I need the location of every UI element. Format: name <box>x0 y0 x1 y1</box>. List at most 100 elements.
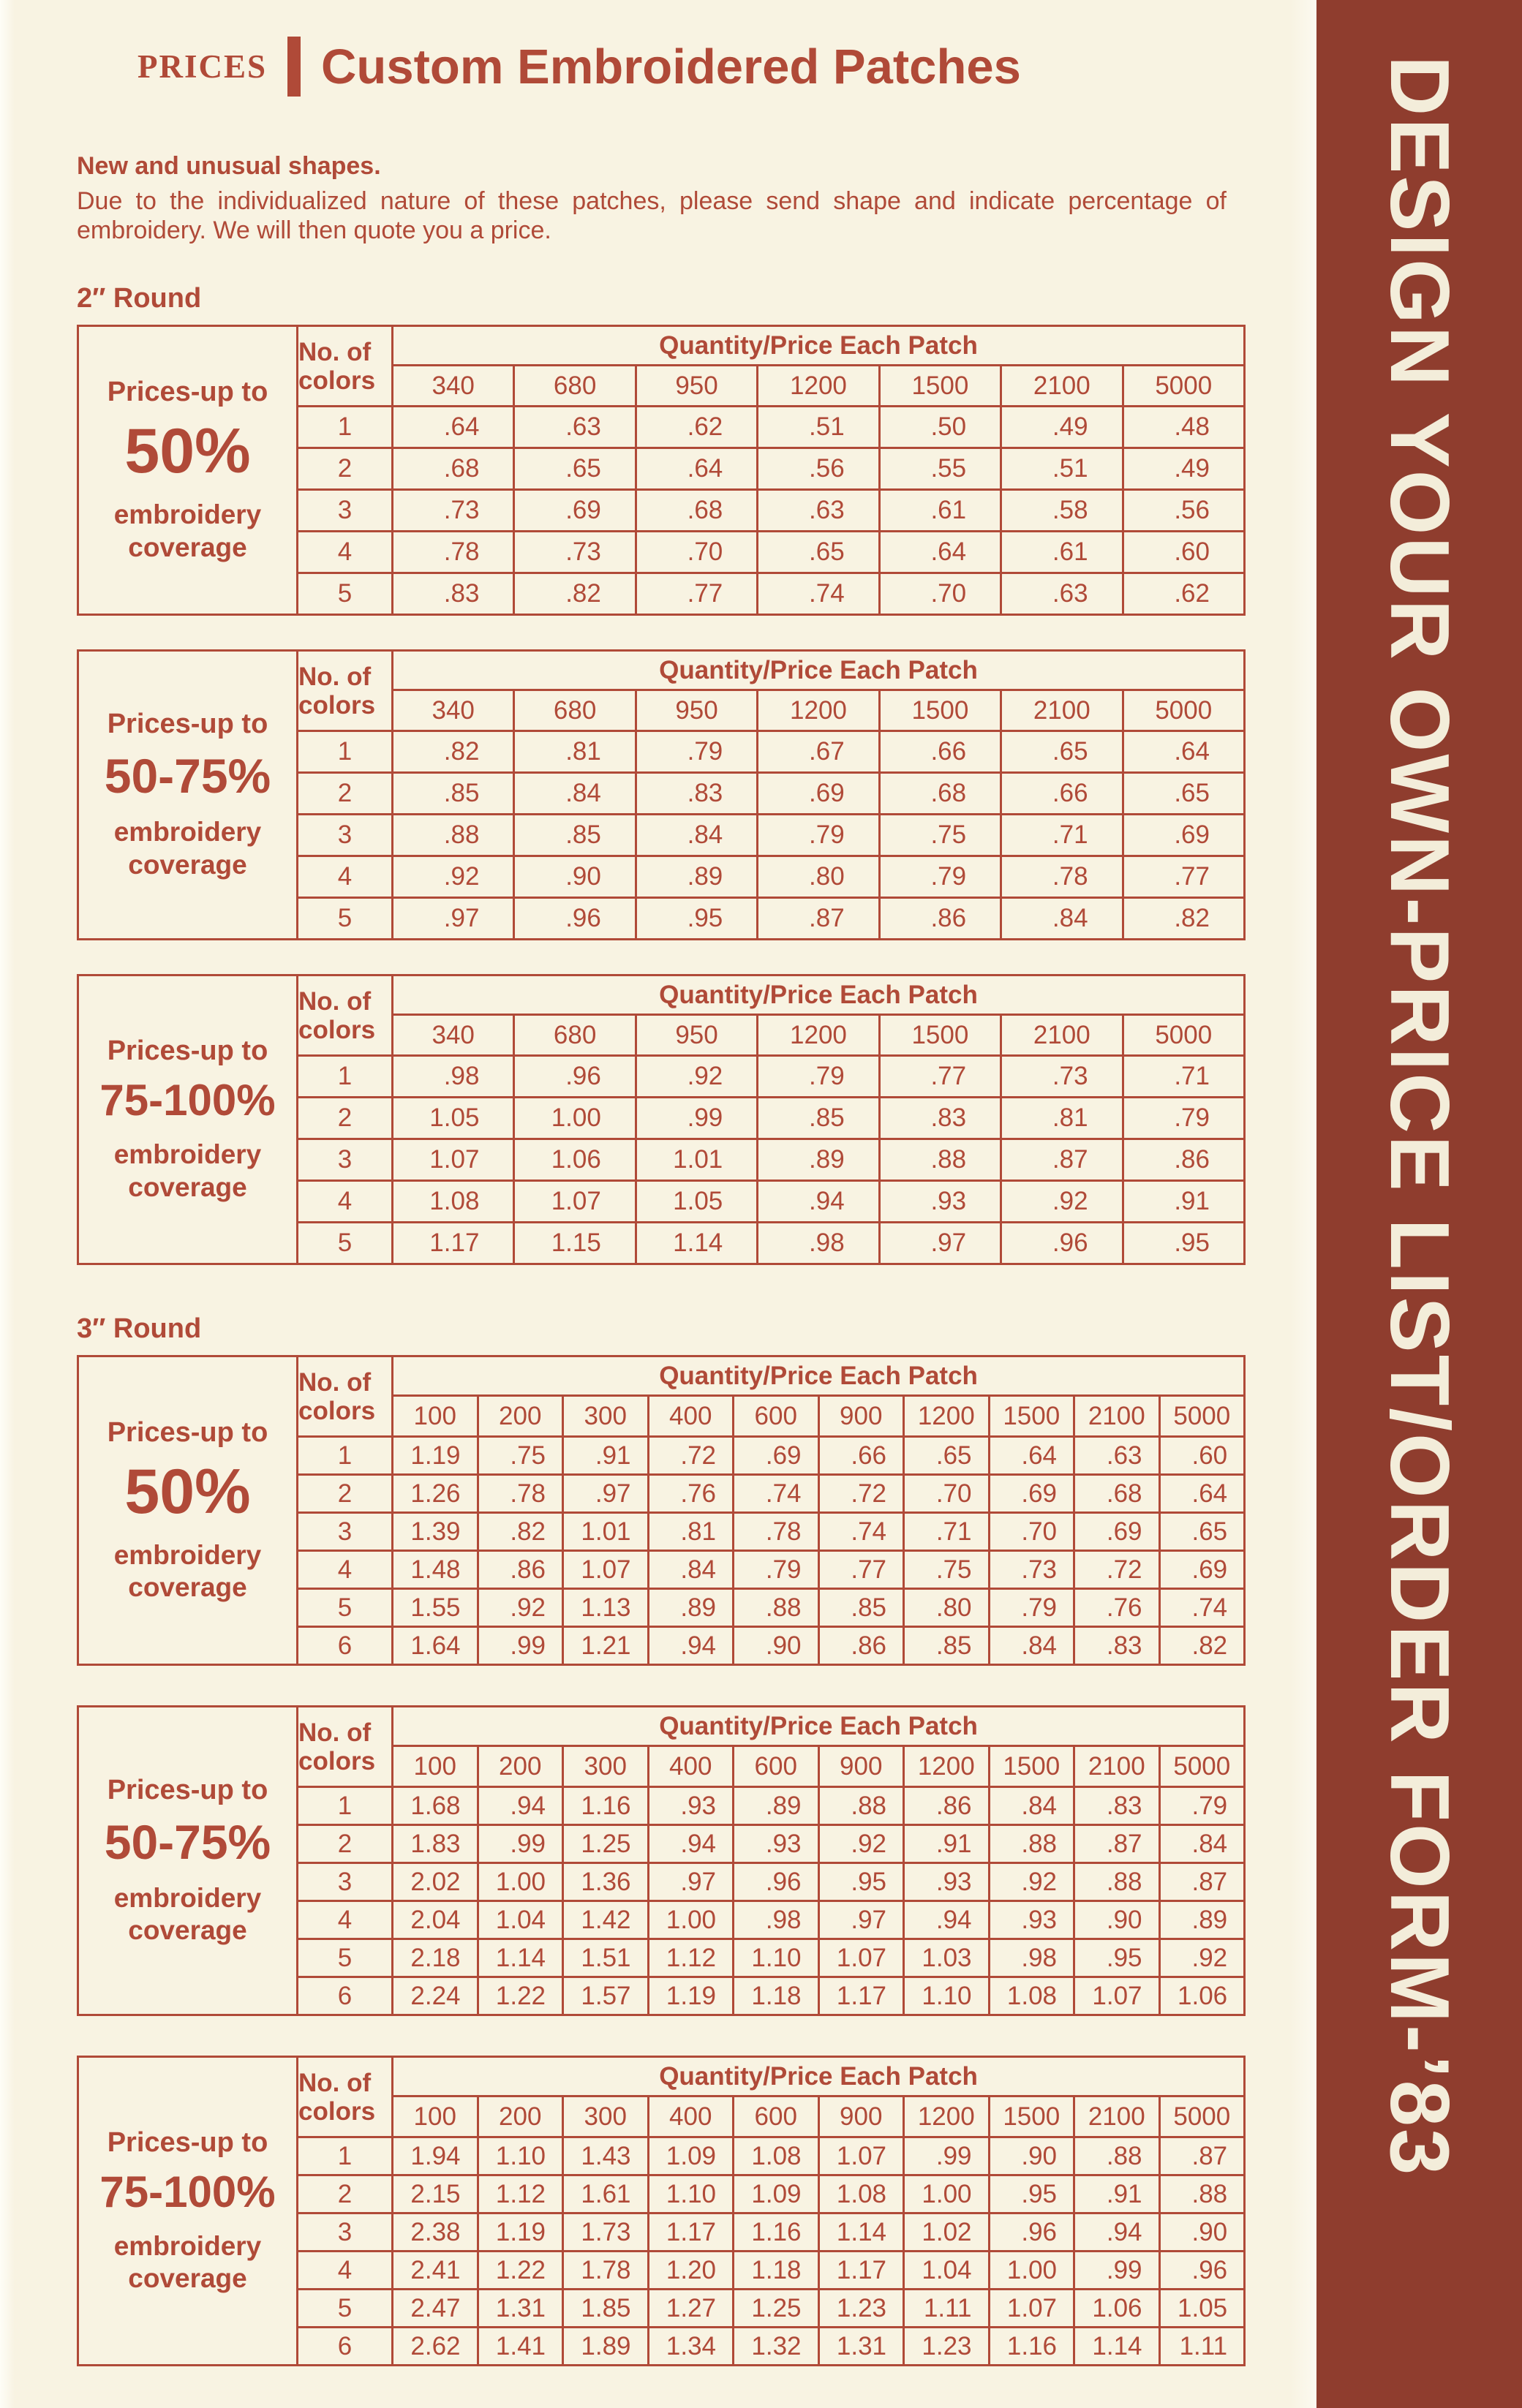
price-cell: 2.38 <box>391 2212 479 2253</box>
price-cell: .68 <box>391 447 516 491</box>
price-cell: 1.21 <box>562 1626 649 1667</box>
price-table-2round-50-75pct: Prices-up to 50-75% embroidery coverage No. … <box>77 649 1316 941</box>
price-cell: .95 <box>634 897 759 941</box>
price-cell: 2.18 <box>391 1938 479 1979</box>
price-cell: 1.26 <box>391 1473 479 1514</box>
price-cell: .64 <box>391 405 516 450</box>
price-cell: .88 <box>1158 2174 1246 2215</box>
price-cell: .85 <box>513 813 637 858</box>
price-cell: .66 <box>1000 771 1124 816</box>
no-of-colors-header: No. of colors <box>296 325 393 408</box>
quantity-header-cell: 400 <box>647 1394 734 1438</box>
no-of-colors-header: No. of colors <box>296 1355 393 1438</box>
price-cell: 1.83 <box>391 1824 479 1865</box>
page-left-edge <box>0 0 15 2408</box>
price-cell: .82 <box>476 1511 564 1552</box>
price-cell: 1.17 <box>817 1976 905 2017</box>
section-label-2-round: 2″ Round <box>77 283 202 314</box>
price-cell: .87 <box>756 897 881 941</box>
no-of-colors-header: No. of colors <box>296 1705 393 1789</box>
price-cell: 1.00 <box>513 1096 637 1141</box>
price-cell: 1.06 <box>1158 1976 1246 2017</box>
price-cell: .73 <box>1000 1054 1124 1099</box>
colors-count-cell: 5 <box>296 1221 393 1266</box>
table-row: 3 1.39.82 1.01.81.78.74.71.70.69.65 <box>78 1511 1246 1552</box>
quantity-header-cell: 100 <box>391 1394 479 1438</box>
price-cell: .95 <box>987 2174 1075 2215</box>
price-cell: .93 <box>987 1900 1075 1941</box>
price-cell: 1.25 <box>562 1824 649 1865</box>
price-cell: .79 <box>878 855 1003 899</box>
quantity-header-cell: 200 <box>476 2095 564 2139</box>
table-row: 3 1.07 1.06 1.01.89.88.87.86 <box>78 1138 1246 1182</box>
intro-paragraph: Due to the individualized nature of thes… <box>77 187 1227 245</box>
price-cell: .91 <box>562 1435 649 1476</box>
quantity-header-cell: 2100 <box>1073 2095 1161 2139</box>
section-3-round: 3″ Round Prices-up to 50% embroidery covera… <box>0 1313 1316 2367</box>
quantity-header-cell: 2100 <box>1000 1014 1124 1057</box>
sidebar-banner-text: DESIGN YOUR OWN-PRICE LIST/ORDER FORM-’8… <box>1373 56 1466 2178</box>
price-cell: .69 <box>1073 1511 1161 1552</box>
price-cell: 1.19 <box>647 1976 734 2017</box>
table-row: 6 2.62 1.41 1.89 1.34 1.32 1.31 1.23 1.16 1.14 1.1… <box>78 2326 1246 2367</box>
coverage-percentage: 50% <box>124 1456 251 1527</box>
price-cell: .58 <box>1000 488 1124 533</box>
price-cell: .74 <box>756 572 881 616</box>
table-row: 5 2.18 1.14 1.51 1.12 1.10 1.07 1.03.98.95.92 <box>78 1938 1246 1979</box>
price-cell: .85 <box>391 771 516 816</box>
colors-count-cell: 1 <box>296 405 393 450</box>
price-cell: .93 <box>732 1824 820 1865</box>
table-row: 3 2.38 1.19 1.73 1.17 1.16 1.14 1.02.96.94.90 <box>78 2212 1246 2253</box>
price-cell: .88 <box>987 1824 1075 1865</box>
price-cell: 1.85 <box>562 2288 649 2329</box>
price-cell: 1.14 <box>817 2212 905 2253</box>
quantity-header-cell: 900 <box>817 1745 905 1789</box>
price-cell: .95 <box>1073 1938 1161 1979</box>
table-row: 4.78.73.70.65.64.61.60 <box>78 530 1246 575</box>
price-cell: 1.07 <box>513 1180 637 1224</box>
coverage-percentage: 50-75% <box>104 749 271 804</box>
price-cell: .96 <box>513 897 637 941</box>
price-cell: .77 <box>634 572 759 616</box>
price-table-3round-50-75pct: Prices-up to 50-75% embroidery coverage No. … <box>77 1705 1316 2017</box>
price-cell: 1.68 <box>391 1786 479 1827</box>
price-cell: 1.07 <box>391 1138 516 1182</box>
price-table: Prices-up to 50-75% embroidery coverage No. … <box>77 1705 1246 2017</box>
coverage-prefix: Prices-up to <box>107 1774 268 1805</box>
colors-count-cell: 2 <box>296 2174 393 2215</box>
price-cell: .70 <box>903 1473 990 1514</box>
price-cell: 1.10 <box>476 2136 564 2177</box>
price-cell: 1.22 <box>476 1976 564 2017</box>
quantity-header-cell: 1500 <box>878 689 1003 733</box>
price-cell: .64 <box>1158 1473 1246 1514</box>
price-cell: 1.08 <box>391 1180 516 1224</box>
coverage-label-cell: Prices-up to 75-100% embroidery coverage <box>77 974 298 1266</box>
colors-count-cell: 2 <box>296 1096 393 1141</box>
quantity-header-row: 100 200 300 400 600 900 1200 1500 2100 5000 <box>78 1745 1246 1789</box>
table-row: 1.64.63.62.51.50.49.48 <box>78 405 1246 450</box>
colors-count-cell: 1 <box>296 1786 393 1827</box>
quantity-header-cell: 340 <box>391 364 516 408</box>
price-cell: .88 <box>1073 1862 1161 1903</box>
coverage-label-cell: Prices-up to 50% embroidery coverage <box>77 325 298 616</box>
quantity-header-cell: 2100 <box>1000 689 1124 733</box>
price-cell: .93 <box>878 1180 1003 1224</box>
price-cell: .86 <box>878 897 1003 941</box>
quantity-price-header: Quantity/Price Each Patch <box>391 2056 1246 2098</box>
coverage-suffix: embroidery coverage <box>113 1139 262 1202</box>
price-cell: .93 <box>903 1862 990 1903</box>
price-cell: 1.06 <box>513 1138 637 1182</box>
price-cell: 1.04 <box>476 1900 564 1941</box>
price-cell: .87 <box>1158 1862 1246 1903</box>
price-cell: .90 <box>987 2136 1075 2177</box>
price-cell: .98 <box>756 1221 881 1266</box>
price-cell: .65 <box>756 530 881 575</box>
price-cell: .94 <box>647 1626 734 1667</box>
quantity-header-cell: 2100 <box>1073 1745 1161 1789</box>
price-cell: .92 <box>391 855 516 899</box>
quantity-header-cell: 200 <box>476 1394 564 1438</box>
price-cell: 1.16 <box>987 2326 1075 2367</box>
price-cell: 1.23 <box>817 2288 905 2329</box>
price-cell: 2.41 <box>391 2250 479 2291</box>
quantity-header-cell: 680 <box>513 689 637 733</box>
